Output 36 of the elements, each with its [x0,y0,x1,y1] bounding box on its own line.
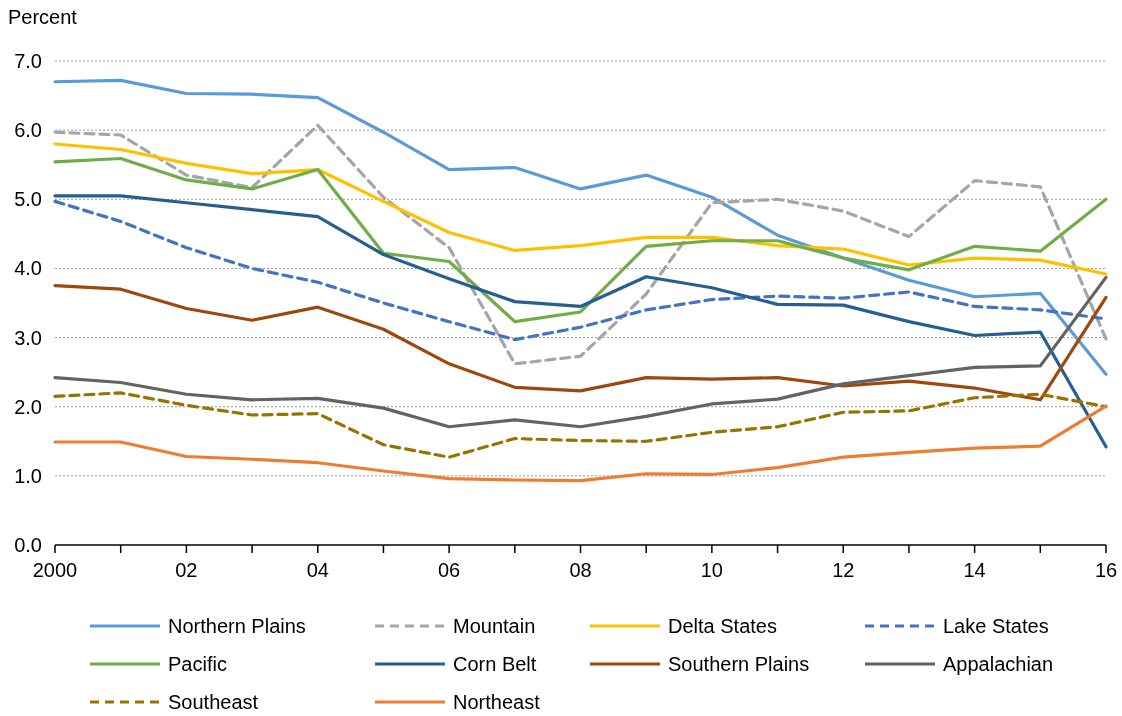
y-tick-label: 6.0 [14,119,42,142]
line-series [53,404,1108,483]
legend-label: Corn Belt [453,653,537,675]
legend-label: Northeast [453,691,541,713]
line-series [53,123,1108,366]
legend-label: Lake States [943,615,1049,637]
y-tick-label: 4.0 [14,257,42,280]
y-tick-label: 0.0 [14,534,42,556]
line-series [53,142,1108,276]
line-series [53,156,1108,324]
x-tick-label: 02 [175,559,198,581]
x-tick-label: 12 [832,559,855,581]
x-tick-label: 08 [569,559,592,581]
x-tick-label: 16 [1094,559,1118,581]
y-tick-label: 2.0 [14,395,42,418]
legend-label: Appalachian [943,653,1054,675]
legend-label: Pacific [168,653,227,675]
legend-label: Northern Plains [168,615,306,637]
line-series [53,284,1108,402]
x-tick-label: 06 [438,559,461,581]
line-series [53,194,1108,449]
x-tick-label: 14 [963,559,986,581]
x-tick-label: 2000 [32,559,78,581]
y-tick-label: 7.0 [14,50,42,72]
y-tick-label: 3.0 [14,326,42,349]
y-tick-label: 5.0 [14,188,42,211]
legend-label: Southeast [168,691,259,713]
line-series [53,78,1108,376]
legend-label: Mountain [453,615,536,637]
x-tick-label: 04 [306,559,329,581]
y-tick-label: 1.0 [14,464,42,487]
legend-label: Southern Plains [668,653,810,675]
x-tick-label: 10 [700,559,723,581]
line-series [53,275,1108,429]
y-axis-title: Percent [8,6,78,28]
legend-label: Delta States [668,615,777,637]
